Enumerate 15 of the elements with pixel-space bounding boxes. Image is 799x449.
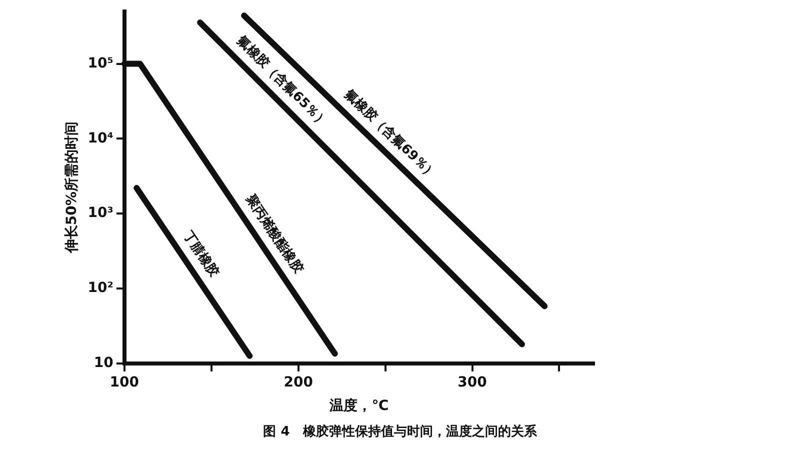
text: 氟橡胶（含氟65％） [233, 32, 332, 130]
x-tick-label: 100 [110, 374, 140, 390]
y-tick-label: 10² [88, 280, 114, 296]
text: 丁腈橡胶 [180, 227, 222, 280]
x-tick-label: 300 [458, 374, 488, 390]
x-tick-label: 200 [284, 374, 314, 390]
caption: 图 4 橡胶弹性保持值与时间，温度之间的关系 [263, 423, 538, 440]
x-axis-title: 温度，℃ [328, 397, 389, 414]
y-tick-label: 10⁴ [88, 130, 114, 146]
text: 氟橡胶（含氟69％） [340, 86, 440, 183]
text: 聚丙烯酸酯橡胶 [242, 191, 307, 276]
y-tick-label: 10 [94, 355, 114, 372]
y-tick-label: 10⁵ [88, 55, 114, 72]
y-axis-title: 伸长50%所需的时间 [64, 122, 80, 254]
y-tick-label: 10³ [88, 205, 114, 222]
